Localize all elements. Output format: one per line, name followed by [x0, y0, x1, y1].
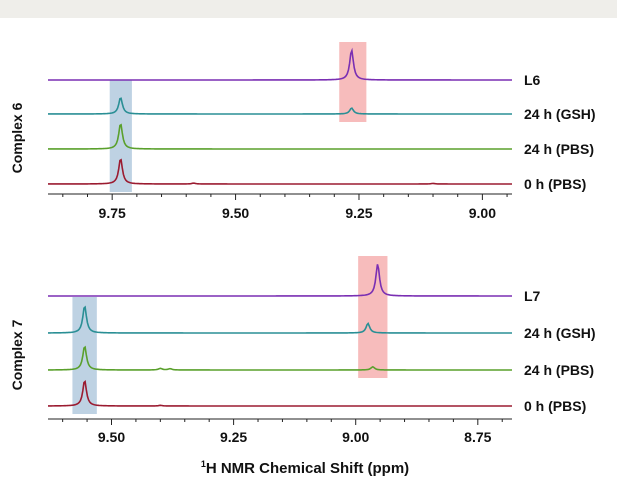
top-band	[0, 0, 617, 18]
tick-label: 9.25	[220, 429, 247, 445]
x-axis: 9.75 9.50 9.25 9.00	[48, 193, 512, 221]
tick-label: 9.25	[345, 205, 372, 221]
trace-label: 0 h (PBS)	[524, 398, 586, 414]
x-axis-title-text: H NMR Chemical Shift (ppm)	[206, 460, 409, 477]
trace-label-group: L6 24 h (GSH) 24 h (PBS) 0 h (PBS)	[524, 72, 596, 192]
highlight-region	[72, 297, 97, 414]
x-axis: 9.50 9.25 9.00 8.75	[48, 418, 512, 445]
panel-title: Complex 7	[9, 319, 25, 390]
spectrum-trace	[48, 345, 512, 371]
trace-label: 24 h (GSH)	[524, 106, 596, 122]
tick-label: 8.75	[464, 429, 491, 445]
tick-label: 9.00	[469, 205, 496, 221]
x-axis-title-superscript: 1	[201, 459, 206, 469]
trace-label: 24 h (PBS)	[524, 362, 594, 378]
spectrum-trace	[47, 380, 512, 407]
tick-label: 9.00	[342, 429, 369, 445]
tick-label: 9.50	[98, 429, 125, 445]
x-axis-title: 1H NMR Chemical Shift (ppm)	[201, 459, 409, 477]
panel-complex-6: 9.75 9.50 9.25 9.00 L6 24 h (GSH) 24 h (PBS) 0…	[9, 42, 596, 221]
highlight-region	[358, 256, 388, 378]
spectrum-trace	[48, 264, 512, 297]
highlight-group	[72, 256, 388, 414]
spectrum-trace	[48, 158, 512, 185]
trace-label: 0 h (PBS)	[524, 176, 586, 192]
spectrum-trace	[48, 97, 512, 115]
spectrum-trace	[48, 123, 512, 150]
panel-title: Complex 6	[9, 102, 25, 173]
highlight-region	[109, 80, 132, 192]
tick-label: 9.75	[99, 205, 126, 221]
trace-label: L7	[524, 288, 541, 304]
tick-label: 9.50	[222, 205, 249, 221]
spectrum-trace	[48, 47, 512, 81]
trace-label: 24 h (PBS)	[524, 141, 594, 157]
trace-label-group: L7 24 h (GSH) 24 h (PBS) 0 h (PBS)	[524, 288, 596, 414]
trace-group	[47, 264, 512, 407]
panel-complex-7: 9.50 9.25 9.00 8.75 L7 24 h (GSH) 24 h (PBS) 0…	[9, 256, 596, 445]
highlight-group	[109, 42, 367, 192]
trace-label: 24 h (GSH)	[524, 325, 596, 341]
trace-label: L6	[524, 72, 541, 88]
trace-group	[48, 47, 512, 185]
spectrum-trace	[48, 305, 512, 334]
